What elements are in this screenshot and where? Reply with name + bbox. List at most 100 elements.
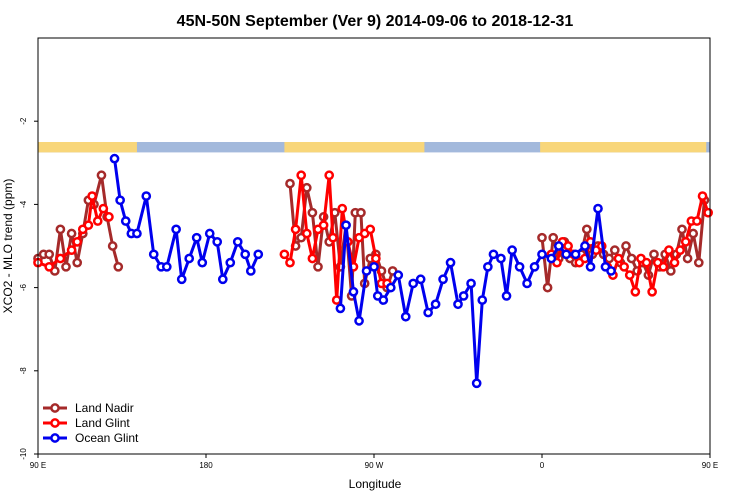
data-point (225, 257, 236, 268)
data-point (692, 216, 702, 226)
data-point (318, 220, 329, 231)
data-point (217, 274, 228, 285)
x-axis: 90 E 180 90 W 0 90 E (30, 454, 718, 470)
data-point (348, 286, 359, 297)
data-point (619, 261, 629, 272)
data-point (44, 249, 55, 260)
data-point (301, 182, 312, 193)
data-point (561, 249, 572, 260)
land-segment (38, 142, 137, 153)
data-point (471, 378, 482, 389)
data-point (621, 241, 631, 251)
data-point (296, 170, 307, 181)
legend-item: Ocean Glint (43, 431, 139, 445)
data-point (669, 257, 680, 268)
data-point (107, 241, 118, 251)
data-point (212, 236, 223, 247)
data-point (176, 274, 187, 285)
data-point (148, 249, 159, 260)
data-point (72, 236, 83, 247)
data-point (665, 266, 676, 276)
data-point (279, 249, 290, 260)
x-tick-label: 180 (199, 461, 213, 470)
data-point (301, 228, 312, 239)
data-point (400, 311, 411, 322)
data-point (66, 228, 77, 239)
data-point (563, 241, 573, 251)
data-point (606, 266, 616, 276)
data-point (120, 216, 131, 226)
y-tick-label: -2 (19, 117, 28, 125)
y-tick-label: -8 (19, 367, 28, 375)
data-point (507, 245, 517, 256)
data-point (328, 232, 338, 243)
data-point (141, 191, 152, 201)
data-point (204, 228, 215, 239)
data-point (92, 216, 103, 226)
data-point (537, 232, 547, 243)
data-point (324, 170, 335, 181)
data-point (453, 299, 463, 310)
data-point (232, 236, 243, 247)
data-point (356, 207, 366, 218)
data-point (445, 257, 456, 268)
data-point (423, 307, 433, 318)
series-layer (33, 153, 713, 389)
data-point (361, 266, 372, 276)
x-tick-label: 90 E (702, 461, 718, 470)
data-point (365, 224, 376, 235)
data-point (371, 253, 381, 264)
x-tick-label: 0 (540, 461, 545, 470)
data-point (649, 249, 659, 260)
data-point (55, 224, 66, 235)
data-point (677, 224, 687, 235)
data-point (415, 274, 426, 285)
legend-item: Land Glint (43, 416, 130, 430)
data-point (458, 291, 469, 301)
data-point (483, 261, 493, 272)
data-point (83, 220, 94, 231)
y-tick-label: -6 (19, 283, 28, 291)
legend-label: Land Nadir (75, 401, 134, 415)
data-point (378, 295, 389, 305)
data-point (580, 241, 590, 251)
data-point (161, 261, 172, 272)
series-land-glint (33, 170, 713, 305)
data-point (61, 261, 71, 272)
legend-swatch-marker (50, 403, 60, 413)
x-tick-label: 90 E (30, 461, 46, 470)
data-point (335, 303, 346, 314)
data-point (307, 253, 318, 264)
data-point (331, 295, 342, 305)
data-point (66, 245, 77, 256)
series-ocean-glint (109, 153, 616, 389)
data-point (609, 245, 620, 256)
data-point (197, 257, 208, 268)
data-point (393, 270, 404, 280)
data-point (570, 249, 581, 260)
legend-label: Ocean Glint (75, 431, 139, 445)
data-point (546, 253, 557, 264)
data-point (624, 270, 635, 280)
land-ocean-band (38, 142, 710, 153)
chart-title: 45N-50N September (Ver 9) 2014-09-06 to … (177, 13, 574, 30)
data-point (688, 228, 699, 239)
data-point (585, 261, 596, 272)
data-point (307, 207, 318, 218)
legend-item: Land Nadir (43, 401, 134, 415)
data-point (626, 253, 637, 264)
data-point (514, 261, 525, 272)
data-point (537, 249, 547, 260)
y-axis: -2 -4 -6 -8 -10 (19, 117, 38, 460)
data-point (72, 257, 83, 268)
data-point (184, 253, 195, 264)
data-point (253, 249, 264, 260)
data-point (522, 278, 532, 289)
data-point (171, 224, 181, 235)
data-point (285, 257, 295, 268)
data-point (496, 253, 506, 264)
data-point (682, 253, 693, 264)
data-point (109, 153, 120, 164)
data-point (341, 220, 351, 231)
